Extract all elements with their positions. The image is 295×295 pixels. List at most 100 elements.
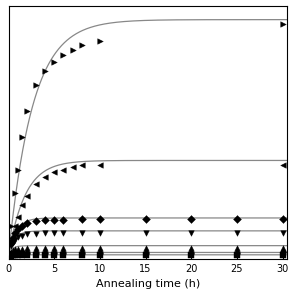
Point (98, 245, 102, 250)
Point (70, 165, 75, 170)
Point (52, 246, 57, 250)
Point (24, 232, 29, 237)
Point (61, 168, 66, 172)
Point (11, 253, 16, 258)
Point (15, 253, 20, 258)
Point (43, 218, 47, 223)
Point (9, 240, 14, 245)
Point (6, 252, 11, 257)
Point (24, 253, 29, 257)
Point (9, 238, 14, 242)
Point (61, 246, 66, 250)
Point (11, 252, 16, 256)
Point (34, 219, 38, 224)
Point (98, 38, 102, 43)
Point (34, 253, 38, 257)
Point (280, 250, 285, 255)
Point (24, 250, 29, 255)
Point (6, 254, 11, 259)
Point (143, 217, 148, 222)
Point (43, 253, 47, 257)
Point (235, 217, 239, 222)
Point (189, 217, 194, 222)
Point (61, 217, 66, 222)
Point (9, 249, 14, 254)
Point (52, 60, 57, 64)
Point (280, 245, 285, 250)
Point (79, 217, 84, 222)
Point (235, 250, 239, 255)
Point (9, 253, 14, 258)
Point (34, 246, 38, 250)
Point (43, 250, 47, 255)
Point (143, 245, 148, 250)
Point (189, 230, 194, 235)
Point (20, 135, 25, 139)
Point (98, 217, 102, 222)
Point (15, 251, 20, 255)
Point (52, 217, 57, 222)
Point (24, 193, 29, 198)
Point (6, 254, 11, 259)
Point (61, 231, 66, 236)
Point (61, 253, 66, 257)
Point (13, 251, 17, 256)
Point (79, 231, 84, 235)
Point (43, 246, 47, 250)
Point (9, 244, 14, 248)
Point (61, 53, 66, 57)
Point (15, 235, 20, 240)
Point (189, 253, 194, 257)
Point (189, 250, 194, 255)
Point (52, 253, 57, 257)
Point (61, 250, 66, 255)
Point (34, 83, 38, 88)
Point (24, 246, 29, 251)
Point (79, 245, 84, 250)
Point (15, 214, 20, 219)
Point (98, 230, 102, 235)
Point (11, 235, 16, 240)
Point (13, 253, 17, 258)
Point (24, 109, 29, 114)
Point (52, 170, 57, 175)
Point (79, 250, 84, 255)
Point (280, 230, 285, 235)
Point (6, 252, 11, 257)
Point (9, 252, 14, 257)
Point (280, 253, 285, 257)
Point (20, 253, 25, 257)
Point (235, 230, 239, 235)
Point (79, 163, 84, 168)
Point (6, 253, 11, 258)
Point (24, 220, 29, 225)
Point (98, 250, 102, 255)
Point (280, 217, 285, 222)
Point (13, 224, 17, 229)
Point (20, 250, 25, 255)
Point (43, 69, 47, 74)
Point (43, 175, 47, 179)
Point (11, 240, 16, 245)
Point (98, 253, 102, 257)
Point (13, 237, 17, 242)
Point (20, 233, 25, 238)
Point (20, 246, 25, 251)
Point (280, 163, 285, 168)
Point (79, 43, 84, 48)
Point (15, 247, 20, 251)
Point (52, 231, 57, 236)
X-axis label: Annealing time (h): Annealing time (h) (96, 279, 200, 289)
Point (34, 250, 38, 255)
Point (34, 231, 38, 236)
Point (143, 250, 148, 255)
Point (13, 231, 17, 236)
Point (13, 191, 17, 196)
Point (20, 224, 25, 229)
Point (15, 226, 20, 231)
Point (6, 252, 11, 257)
Point (280, 22, 285, 27)
Point (79, 253, 84, 257)
Point (9, 224, 14, 229)
Point (52, 250, 57, 255)
